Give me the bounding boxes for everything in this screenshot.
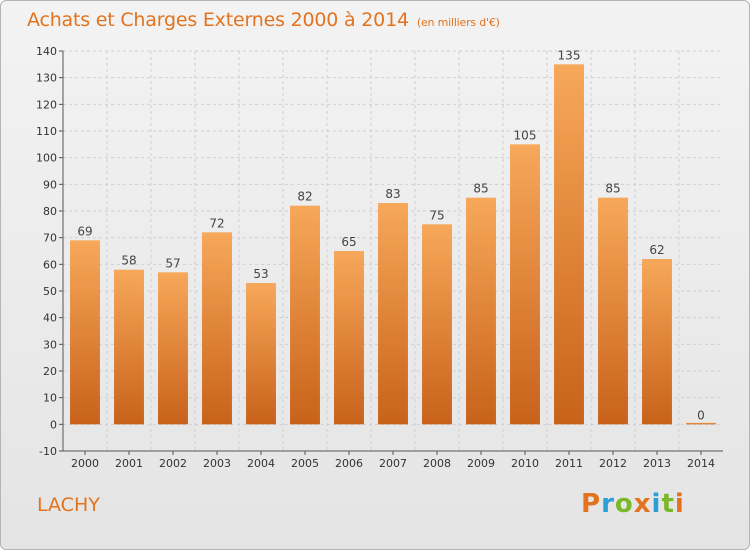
- logo-letter: i: [651, 489, 662, 519]
- x-tick-label: 2008: [423, 457, 451, 470]
- y-tick-label: 100: [36, 152, 57, 165]
- x-tick-label: 2012: [599, 457, 627, 470]
- x-tick-label: 2011: [555, 457, 583, 470]
- y-tick-label: 50: [43, 285, 57, 298]
- labels: -10 0 10 20 30 40 50 60 70 80 90 100 110 120 130 140 69 2…: [36, 45, 715, 470]
- x-tick-label: 2007: [379, 457, 407, 470]
- x-tick-label: 2013: [643, 457, 671, 470]
- bar-2007: [378, 203, 408, 425]
- chart-title: Achats et Charges Externes 2000 à 2014 (e…: [27, 9, 500, 31]
- value-label-2005: 82: [297, 190, 312, 204]
- logo-letter: o: [614, 489, 634, 519]
- value-label-2012: 85: [605, 182, 620, 196]
- bar-2005: [290, 205, 320, 425]
- axes: [59, 50, 723, 455]
- x-tick-label: 2004: [247, 457, 275, 470]
- y-tick-label: 20: [43, 365, 57, 378]
- y-tick-label: 140: [36, 45, 57, 58]
- y-tick-label: 120: [36, 98, 57, 111]
- y-tick-label: 70: [43, 232, 57, 245]
- value-label-2007: 83: [385, 187, 400, 201]
- x-tick-label: 2000: [71, 457, 99, 470]
- logo-letter: i: [674, 489, 685, 519]
- bar-2006: [334, 251, 364, 425]
- x-tick-label: 2003: [203, 457, 231, 470]
- bar-2011: [554, 64, 584, 425]
- x-tick-label: 2009: [467, 457, 495, 470]
- logo-letter: r: [601, 489, 615, 519]
- x-tick-label: 2002: [159, 457, 187, 470]
- value-label-2010: 105: [514, 128, 537, 142]
- bar-2000: [70, 240, 100, 425]
- chart-title-text: Achats et Charges Externes 2000 à 2014: [27, 9, 409, 31]
- y-tick-label: -10: [39, 445, 57, 458]
- logo-letter: t: [661, 489, 675, 519]
- x-tick-label: 2001: [115, 457, 143, 470]
- value-label-2011: 135: [558, 48, 581, 62]
- bar-2010: [510, 144, 540, 425]
- chart-subtitle: (en milliers d'€): [416, 16, 500, 29]
- x-tick-label: 2006: [335, 457, 363, 470]
- bar-2012: [598, 197, 628, 425]
- bars: [70, 64, 716, 425]
- value-label-2008: 75: [429, 208, 444, 222]
- value-label-2006: 65: [341, 235, 356, 249]
- bar-2002: [158, 272, 188, 425]
- y-tick-label: 90: [43, 178, 57, 191]
- y-tick-label: 130: [36, 72, 57, 85]
- logo-letter: x: [633, 489, 652, 519]
- bar-2013: [642, 259, 672, 425]
- bar-2004: [246, 283, 276, 425]
- value-label-2009: 85: [473, 182, 488, 196]
- y-tick-label: 10: [43, 392, 57, 405]
- bar-2008: [422, 224, 452, 425]
- bar-2001: [114, 269, 144, 425]
- proxiti-logo: Proxiti: [581, 489, 685, 519]
- value-label-2000: 69: [77, 224, 92, 238]
- bar-2009: [466, 197, 496, 425]
- y-tick-label: 40: [43, 312, 57, 325]
- x-tick-label: 2010: [511, 457, 539, 470]
- value-label-2013: 62: [649, 243, 664, 257]
- logo-letter: P: [581, 489, 602, 519]
- value-label-2001: 58: [121, 254, 136, 268]
- x-tick-label: 2014: [687, 457, 715, 470]
- value-label-2002: 57: [165, 256, 180, 270]
- bar-2014: [686, 422, 716, 425]
- y-tick-label: 80: [43, 205, 57, 218]
- y-tick-label: 60: [43, 258, 57, 271]
- value-label-2014: 0: [697, 408, 705, 422]
- y-tick-label: 110: [36, 125, 57, 138]
- y-tick-label: 0: [50, 418, 57, 431]
- y-tick-label: 30: [43, 338, 57, 351]
- value-label-2004: 53: [253, 267, 268, 281]
- bar-2003: [202, 232, 232, 425]
- x-tick-label: 2005: [291, 457, 319, 470]
- commune-name: LACHY: [37, 494, 100, 516]
- value-label-2003: 72: [209, 216, 224, 230]
